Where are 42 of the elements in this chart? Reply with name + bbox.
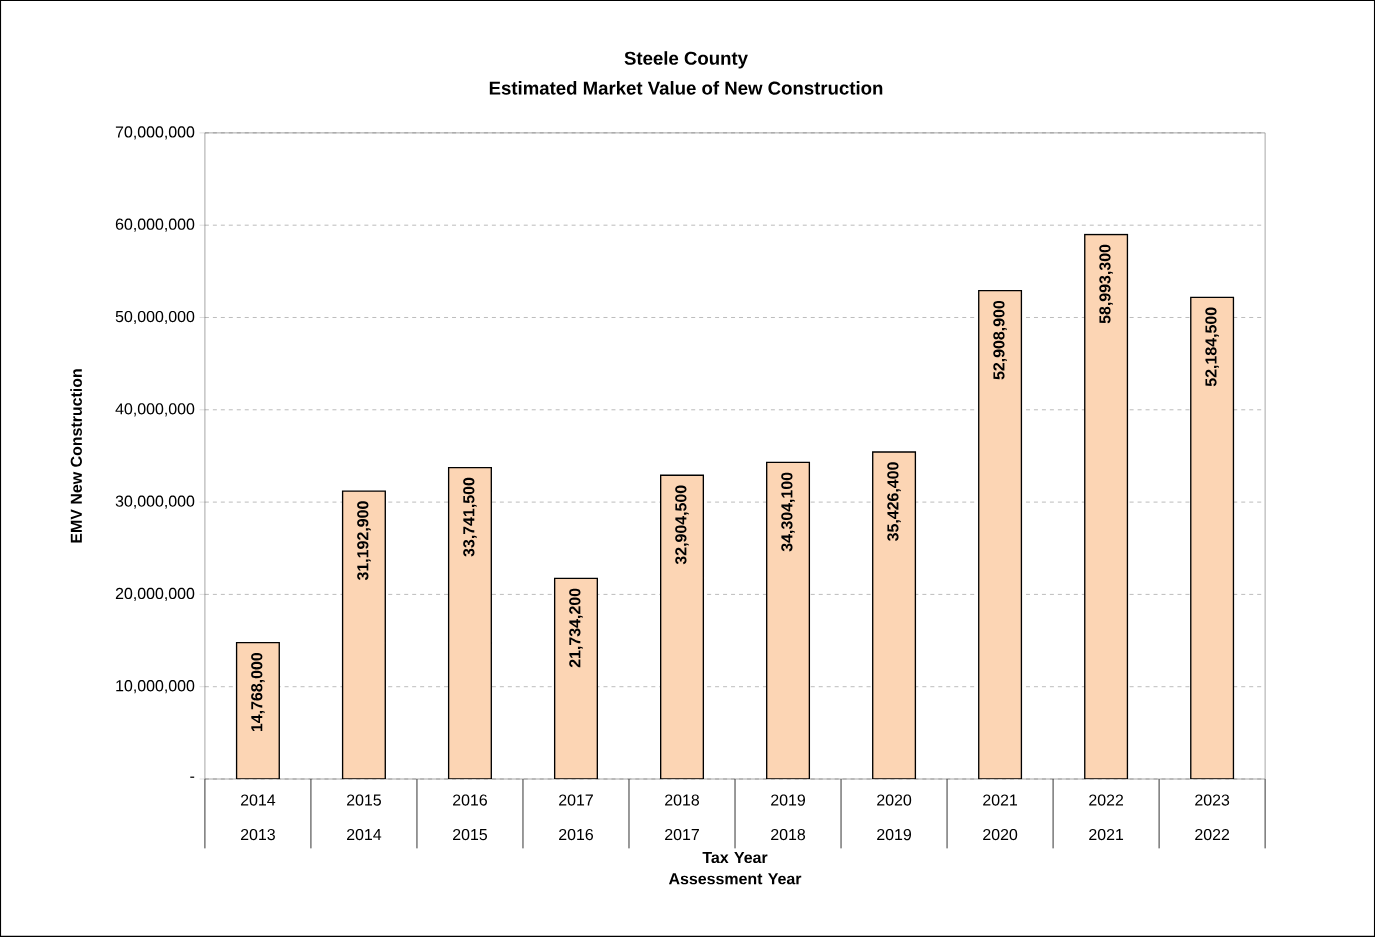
y-axis-title: EMV New Construction [70, 369, 82, 543]
y-tick-label: 30,000,000 [115, 495, 195, 509]
chart-title: Steele County [624, 51, 748, 69]
category-label: 2017 2016 [559, 794, 594, 841]
y-tick-label: 60,000,000 [115, 218, 195, 232]
data-label: 14,768,000 [251, 653, 265, 732]
category-label: 2020 2019 [877, 794, 912, 841]
y-tick-label: 40,000,000 [115, 403, 195, 417]
data-label: 35,426,400 [887, 462, 901, 542]
bar [766, 461, 811, 780]
bar [978, 290, 1023, 780]
category-label: 2023 2022 [1195, 794, 1230, 841]
bar [447, 466, 492, 780]
y-tick-label: 50,000,000 [115, 310, 195, 325]
y-tick-label: 10,000,000 [116, 680, 195, 694]
data-label: 33,741,500 [463, 477, 477, 557]
x-axis-title: Tax Year Assessment Year [668, 852, 802, 885]
bar [1190, 296, 1235, 780]
bar [341, 490, 386, 780]
data-label: 34,304,100 [781, 472, 795, 552]
data-label: 58,993,300 [1099, 244, 1113, 324]
data-label: 21,734,200 [569, 588, 583, 668]
category-label: 2016 2015 [453, 794, 488, 841]
bar [872, 451, 917, 780]
category-label: 2018 2017 [665, 794, 700, 841]
y-tick-label: 70,000,000 [115, 126, 195, 140]
category-label: 2022 2021 [1089, 794, 1124, 841]
y-tick-label: - [190, 776, 195, 778]
category-label: 2014 2013 [240, 794, 276, 841]
data-label: 31,192,900 [357, 501, 371, 581]
chart-subtitle: Estimated Market Value of New Construction [489, 81, 883, 95]
category-label: 2015 2014 [347, 794, 382, 841]
data-label: 52,184,500 [1205, 307, 1219, 387]
bar [1084, 233, 1129, 780]
bar [660, 474, 705, 780]
data-label: 32,904,500 [675, 485, 689, 565]
bar [235, 642, 280, 780]
y-tick-label: 20,000,000 [115, 587, 195, 602]
bar [553, 577, 598, 780]
category-label: 2021 2020 [983, 794, 1018, 841]
data-label: 52,908,900 [993, 300, 1007, 380]
category-label: 2019 2018 [771, 794, 806, 841]
